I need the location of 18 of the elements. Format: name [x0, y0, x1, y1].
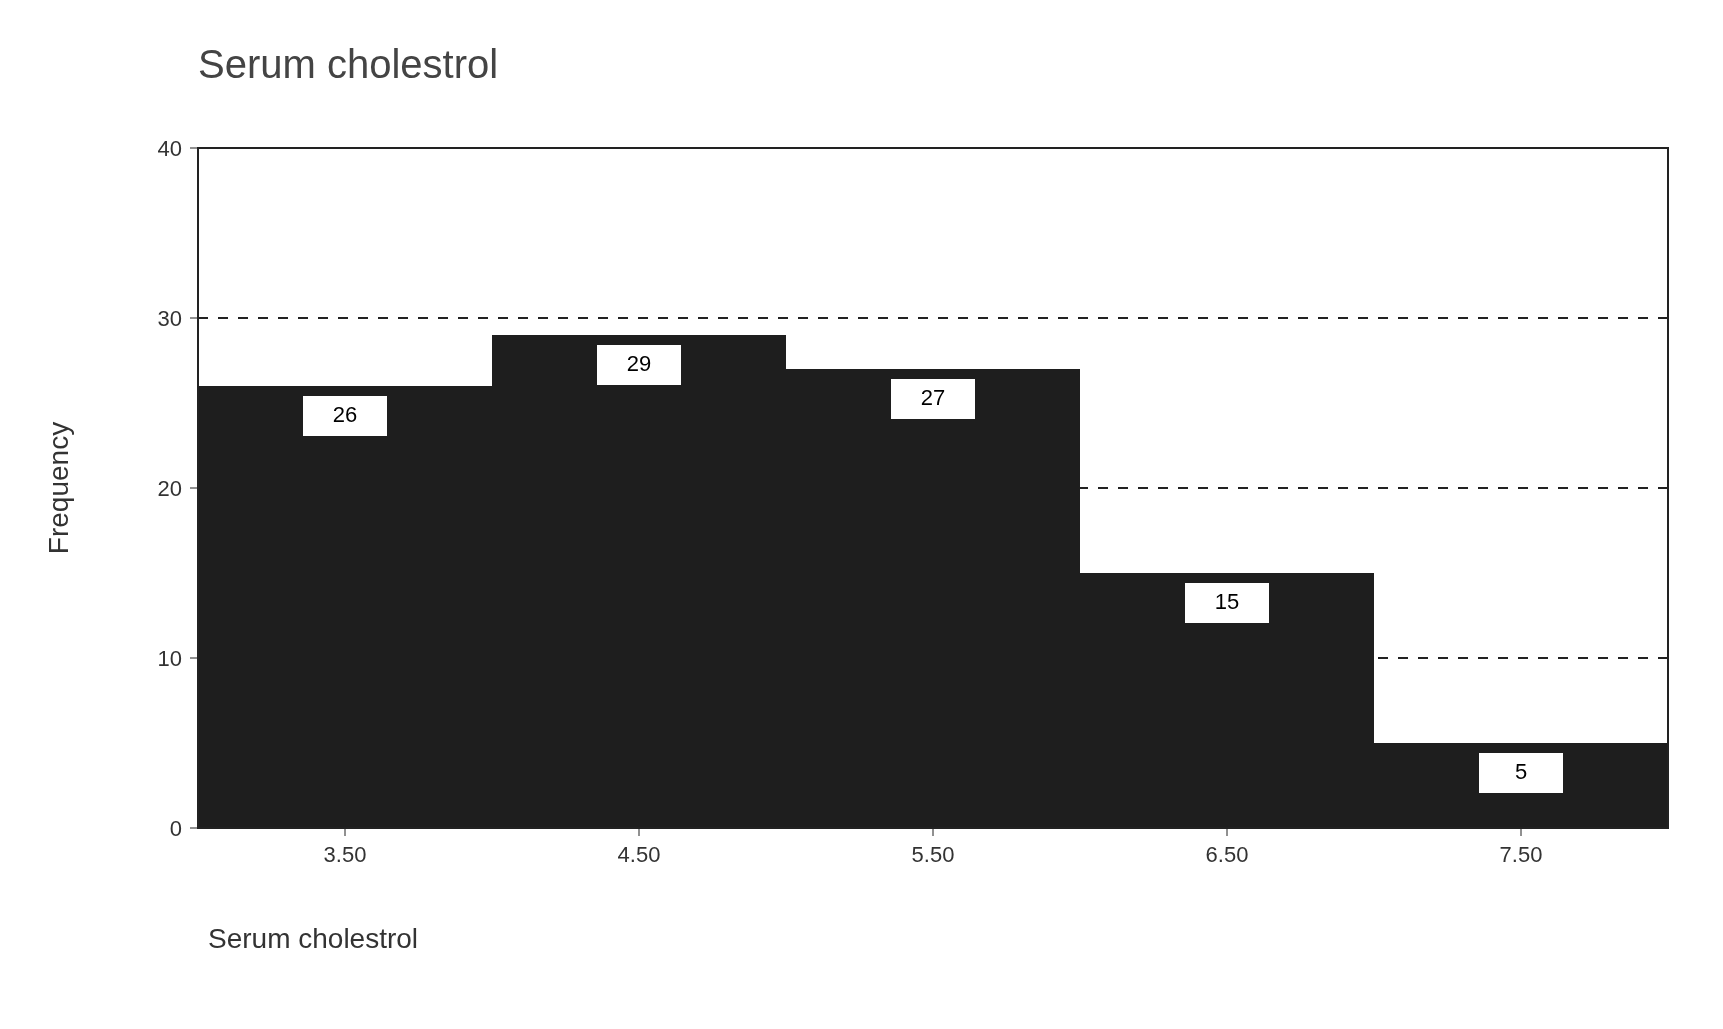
y-tick-label: 30 — [157, 305, 182, 331]
y-tick-label: 0 — [169, 815, 182, 841]
y-tick-label: 20 — [157, 475, 182, 501]
chart-title: Serum cholestrol — [198, 42, 499, 86]
data-label: 29 — [626, 351, 652, 376]
data-label: 27 — [920, 385, 946, 410]
y-tick-label: 10 — [157, 645, 182, 671]
x-tick-label: 4.50 — [617, 842, 661, 867]
x-tick-label: 7.50 — [1499, 842, 1543, 867]
x-tick-label: 6.50 — [1205, 842, 1249, 867]
data-label: 5 — [1514, 759, 1528, 784]
x-axis-title: Serum cholestrol — [208, 923, 419, 954]
y-axis-title: Frequency — [43, 421, 74, 555]
x-tick-label: 5.50 — [911, 842, 955, 867]
y-tick-label: 40 — [157, 135, 182, 161]
data-label: 26 — [332, 402, 358, 427]
x-tick-label: 3.50 — [323, 842, 367, 867]
data-label: 15 — [1214, 589, 1240, 614]
